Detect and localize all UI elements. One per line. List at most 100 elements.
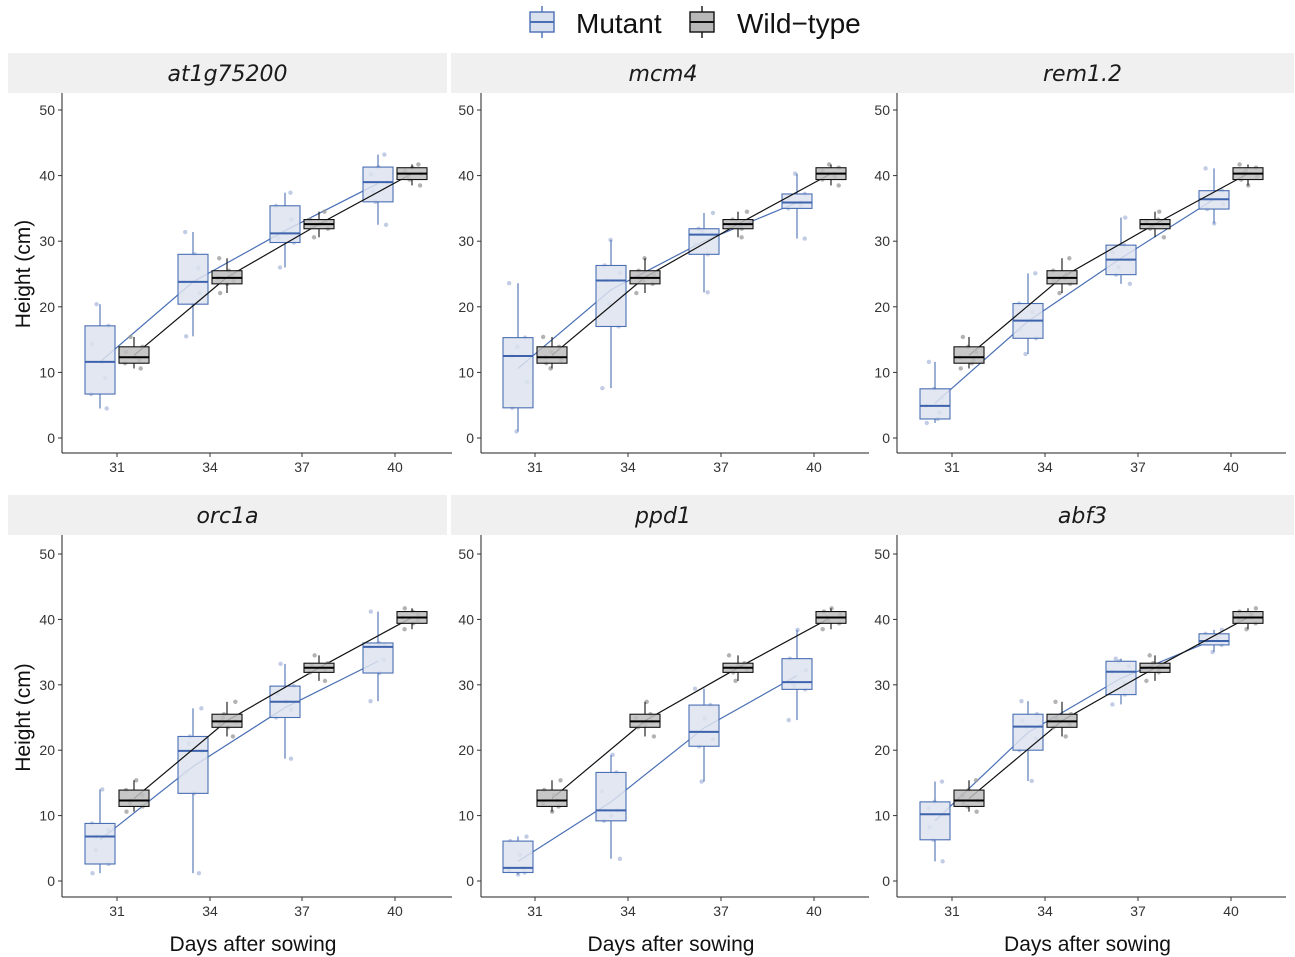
x-tick-label: 34 [1037, 459, 1053, 475]
x-tick-label: 37 [713, 903, 729, 919]
box-day-37 [722, 209, 754, 240]
box-day-31 [536, 334, 568, 371]
y-tick-label: 0 [466, 873, 474, 889]
panel-strip [451, 53, 875, 93]
y-tick-label: 10 [874, 364, 890, 380]
y-tick-label: 10 [874, 808, 890, 824]
sample-point [524, 834, 529, 839]
box-day-34 [1046, 699, 1078, 739]
iqr-box [595, 264, 627, 328]
y-tick-label: 0 [882, 430, 890, 446]
box-day-31 [919, 779, 951, 864]
box-day-34 [177, 706, 209, 876]
sample-point [924, 420, 929, 426]
sample-point [958, 366, 963, 371]
x-tick-label: 31 [527, 903, 543, 919]
box-day-34 [595, 237, 627, 391]
panel-title: ppd1 [634, 504, 691, 529]
sample-point [199, 706, 204, 711]
sample-point [1147, 653, 1152, 658]
box-day-40 [396, 606, 428, 632]
iqr-box [1198, 633, 1230, 646]
series-mutant [84, 609, 394, 876]
y-tick-label: 10 [39, 808, 55, 824]
panel-title: abf3 [1058, 504, 1107, 529]
y-tick-label: 20 [458, 742, 474, 758]
y-tick-label: 30 [874, 677, 890, 693]
box-day-34 [629, 699, 661, 739]
x-tick-label: 31 [527, 459, 543, 475]
x-axis-title: Days after sowing [170, 933, 337, 956]
chart-panel-at1g75200: at1g75200 0 10 20 30 40 50 31 34 37 40 Height (cm) [8, 53, 452, 475]
sample-point [974, 809, 979, 814]
sample-point [829, 606, 834, 611]
sample-point [926, 359, 932, 365]
sample-point [402, 606, 407, 611]
y-tick-label: 30 [458, 677, 474, 693]
x-tick-label: 34 [202, 459, 218, 475]
mean-trend-line [551, 616, 832, 800]
sample-point [182, 229, 188, 235]
legend: Mutant Wild−type [529, 6, 861, 39]
sample-point [939, 779, 945, 784]
iqr-box [919, 388, 951, 420]
series-mutant [84, 152, 394, 411]
chart-panel-mcm4: mcm4 0 10 20 30 40 50 31 34 37 40 [451, 53, 875, 475]
iqr-box [118, 789, 150, 807]
y-tick-label: 30 [39, 233, 55, 249]
panel-strip [871, 53, 1294, 93]
iqr-box [502, 337, 534, 409]
y-tick-label: 20 [39, 742, 55, 758]
sample-point [699, 779, 704, 784]
sample-point [826, 162, 832, 167]
series-mutant [502, 171, 813, 434]
sample-point [230, 734, 236, 739]
sample-point [94, 301, 99, 307]
y-tick-label: 40 [874, 168, 890, 184]
chart-panel-orc1a: orc1a 0 10 20 30 40 50 31 34 37 40 Height (cm) Days … [8, 495, 452, 956]
sample-point [795, 627, 800, 633]
x-tick-label: 31 [109, 903, 125, 919]
sample-point [1253, 606, 1259, 611]
sample-point [733, 678, 738, 684]
sample-point [196, 870, 202, 876]
iqr-box [118, 346, 150, 364]
box-day-34 [211, 699, 243, 739]
iqr-box [84, 822, 116, 865]
panel-title: orc1a [196, 504, 258, 529]
sample-point [1023, 351, 1028, 357]
y-tick-label: 10 [458, 808, 474, 824]
panel-strip [451, 495, 875, 535]
box-day-34 [1046, 256, 1078, 296]
sample-point [506, 280, 512, 286]
box-day-31 [502, 280, 534, 434]
x-tick-label: 37 [294, 903, 310, 919]
sample-point [277, 265, 283, 270]
sample-point [1063, 734, 1068, 739]
box-day-34 [211, 256, 243, 296]
box-day-31 [919, 359, 951, 426]
sample-point [217, 290, 223, 296]
panel-title: rem1.2 [1043, 62, 1122, 87]
sample-point [973, 778, 979, 783]
sample-point [1067, 256, 1072, 261]
sample-point [617, 856, 623, 861]
x-tick-label: 40 [806, 459, 822, 475]
iqr-box [595, 771, 627, 822]
sample-point [383, 222, 389, 227]
sample-point [288, 190, 293, 195]
x-tick-label: 37 [294, 459, 310, 475]
box-day-37 [269, 190, 301, 270]
sample-point [124, 809, 129, 814]
sample-point [710, 210, 716, 216]
x-tick-label: 31 [944, 459, 960, 475]
legend-label: Mutant [576, 8, 662, 39]
x-tick-label: 34 [202, 903, 218, 919]
box-day-37 [688, 686, 720, 784]
legend-key-icon [689, 6, 715, 38]
sample-point [705, 290, 710, 295]
legend-item: Wild−type [689, 6, 861, 39]
sample-point [1029, 778, 1034, 784]
iqr-box [536, 346, 568, 364]
